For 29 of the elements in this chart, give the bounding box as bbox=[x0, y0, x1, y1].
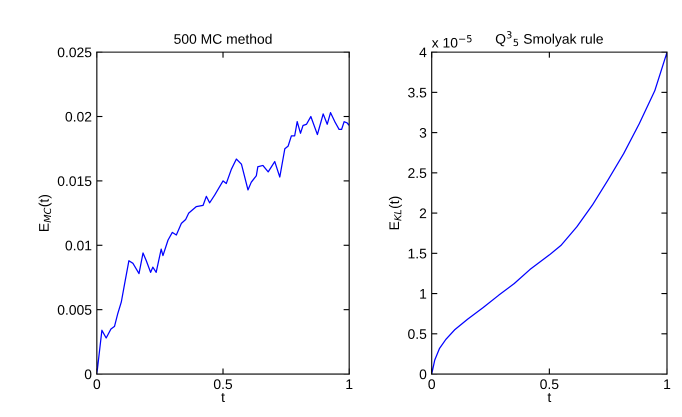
y-tick-label: 3 bbox=[420, 128, 426, 138]
x-tick-label: 0 bbox=[428, 379, 436, 390]
y-tick-label: 0.025 bbox=[58, 47, 92, 58]
x-tick-label: 1 bbox=[346, 379, 352, 389]
y-tick-label: 1 bbox=[420, 289, 426, 299]
x-tick-label: 0 bbox=[94, 379, 100, 390]
y-tick-label: 4 bbox=[419, 48, 426, 58]
y-axis-title: E$_{KL}$(t) bbox=[388, 196, 402, 230]
chart-title: 500 MC method bbox=[174, 34, 272, 44]
y-tick-label: 2 bbox=[420, 208, 426, 218]
text: x 10$^{−5}$ bbox=[432, 35, 472, 48]
y-tick-label: 3.5 bbox=[408, 88, 426, 98]
line-series bbox=[432, 52, 667, 374]
y-tick-label: 0.5 bbox=[408, 329, 426, 339]
y-tick-label: 0 bbox=[84, 369, 92, 380]
chart-title: Q$^{3}$$_{5}$ Smolyak rule bbox=[496, 31, 603, 47]
x-tick-label: 0.5 bbox=[540, 379, 558, 390]
y-tick-label: 0.015 bbox=[58, 176, 92, 186]
x-axis-title: t bbox=[548, 392, 552, 402]
y-tick-label: 2.5 bbox=[408, 168, 426, 178]
y-tick-label: 0 bbox=[420, 369, 426, 380]
x-axis-title: t bbox=[221, 392, 225, 402]
y-tick-label: 0.005 bbox=[58, 305, 92, 315]
y-tick-label: 1.5 bbox=[408, 248, 426, 258]
y-tick-label: 0.02 bbox=[65, 112, 92, 122]
x-tick-label: 0.5 bbox=[214, 379, 232, 390]
y-axis-title: E$_{MC}$(t) bbox=[38, 194, 52, 232]
y-tick-label: 0.01 bbox=[65, 240, 92, 250]
x-tick-label: 1 bbox=[664, 379, 670, 389]
